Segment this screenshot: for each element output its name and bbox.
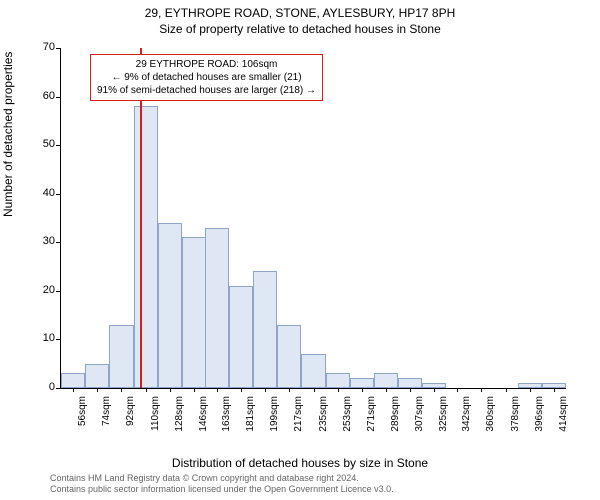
y-tick-mark <box>56 97 61 98</box>
y-tick-label: 70 <box>31 41 55 53</box>
x-tick-label: 325sqm <box>438 396 449 446</box>
credits-line2: Contains public sector information licen… <box>50 484 394 496</box>
histogram-bar <box>398 378 422 388</box>
x-tick-label: 128sqm <box>174 396 185 446</box>
histogram-bar <box>134 106 158 388</box>
x-tick-label: 163sqm <box>221 396 232 446</box>
x-tick-mark <box>338 388 339 392</box>
x-tick-label: 181sqm <box>245 396 256 446</box>
y-tick-label: 30 <box>31 235 55 247</box>
x-tick-label: 396sqm <box>534 396 545 446</box>
histogram-bar <box>205 228 229 388</box>
histogram-bar <box>158 223 182 388</box>
x-tick-mark <box>265 388 266 392</box>
x-tick-label: 342sqm <box>461 396 472 446</box>
x-tick-label: 92sqm <box>125 396 136 446</box>
x-tick-label: 217sqm <box>293 396 304 446</box>
x-tick-label: 74sqm <box>101 396 112 446</box>
chart-title: 29, EYTHROPE ROAD, STONE, AYLESBURY, HP1… <box>0 0 600 20</box>
x-tick-label: 289sqm <box>390 396 401 446</box>
x-tick-mark <box>530 388 531 392</box>
credits: Contains HM Land Registry data © Crown c… <box>50 473 394 496</box>
x-axis-label: Distribution of detached houses by size … <box>0 456 600 470</box>
x-tick-mark <box>481 388 482 392</box>
histogram-bar <box>350 378 374 388</box>
histogram-bar <box>253 271 277 388</box>
x-tick-mark <box>146 388 147 392</box>
y-tick-label: 50 <box>31 138 55 150</box>
x-tick-mark <box>241 388 242 392</box>
x-tick-mark <box>194 388 195 392</box>
x-tick-label: 199sqm <box>269 396 280 446</box>
x-tick-mark <box>73 388 74 392</box>
x-tick-label: 360sqm <box>485 396 496 446</box>
histogram-bar <box>85 364 109 388</box>
histogram-bar <box>301 354 325 388</box>
x-tick-label: 414sqm <box>558 396 569 446</box>
histogram-bar <box>326 373 350 388</box>
y-axis-label: Number of detached properties <box>1 52 15 217</box>
annotation-line3: 91% of semi-detached houses are larger (… <box>97 84 316 97</box>
x-tick-mark <box>434 388 435 392</box>
annotation-box: 29 EYTHROPE ROAD: 106sqm ← 9% of detache… <box>90 54 323 101</box>
x-tick-label: 378sqm <box>510 396 521 446</box>
y-tick-label: 40 <box>31 187 55 199</box>
x-tick-mark <box>289 388 290 392</box>
y-tick-mark <box>56 339 61 340</box>
y-tick-mark <box>56 242 61 243</box>
x-tick-mark <box>170 388 171 392</box>
x-tick-label: 146sqm <box>198 396 209 446</box>
y-tick-label: 0 <box>31 381 55 393</box>
annotation-line2: ← 9% of detached houses are smaller (21) <box>97 71 316 84</box>
y-tick-mark <box>56 291 61 292</box>
y-tick-mark <box>56 145 61 146</box>
x-tick-mark <box>362 388 363 392</box>
x-tick-label: 56sqm <box>77 396 88 446</box>
x-tick-mark <box>410 388 411 392</box>
histogram-bar <box>109 325 133 388</box>
x-tick-label: 307sqm <box>414 396 425 446</box>
y-tick-label: 20 <box>31 284 55 296</box>
x-tick-label: 253sqm <box>342 396 353 446</box>
x-tick-mark <box>314 388 315 392</box>
x-tick-mark <box>457 388 458 392</box>
x-tick-mark <box>97 388 98 392</box>
x-tick-mark <box>386 388 387 392</box>
x-tick-mark <box>217 388 218 392</box>
annotation-line1: 29 EYTHROPE ROAD: 106sqm <box>97 58 316 71</box>
credits-line1: Contains HM Land Registry data © Crown c… <box>50 473 394 485</box>
histogram-bar <box>182 237 206 388</box>
y-tick-mark <box>56 48 61 49</box>
x-tick-mark <box>506 388 507 392</box>
y-tick-mark <box>56 388 61 389</box>
x-tick-label: 271sqm <box>366 396 377 446</box>
y-tick-label: 60 <box>31 90 55 102</box>
histogram-bar <box>229 286 253 388</box>
x-tick-mark <box>121 388 122 392</box>
histogram-bar <box>374 373 398 388</box>
chart-subtitle: Size of property relative to detached ho… <box>0 20 600 36</box>
x-tick-label: 110sqm <box>150 396 161 446</box>
histogram-bar <box>61 373 85 388</box>
chart-area: 01020304050607056sqm74sqm92sqm110sqm128s… <box>60 48 565 418</box>
x-tick-label: 235sqm <box>318 396 329 446</box>
histogram-bar <box>277 325 301 388</box>
y-tick-mark <box>56 194 61 195</box>
y-tick-label: 10 <box>31 332 55 344</box>
x-tick-mark <box>554 388 555 392</box>
